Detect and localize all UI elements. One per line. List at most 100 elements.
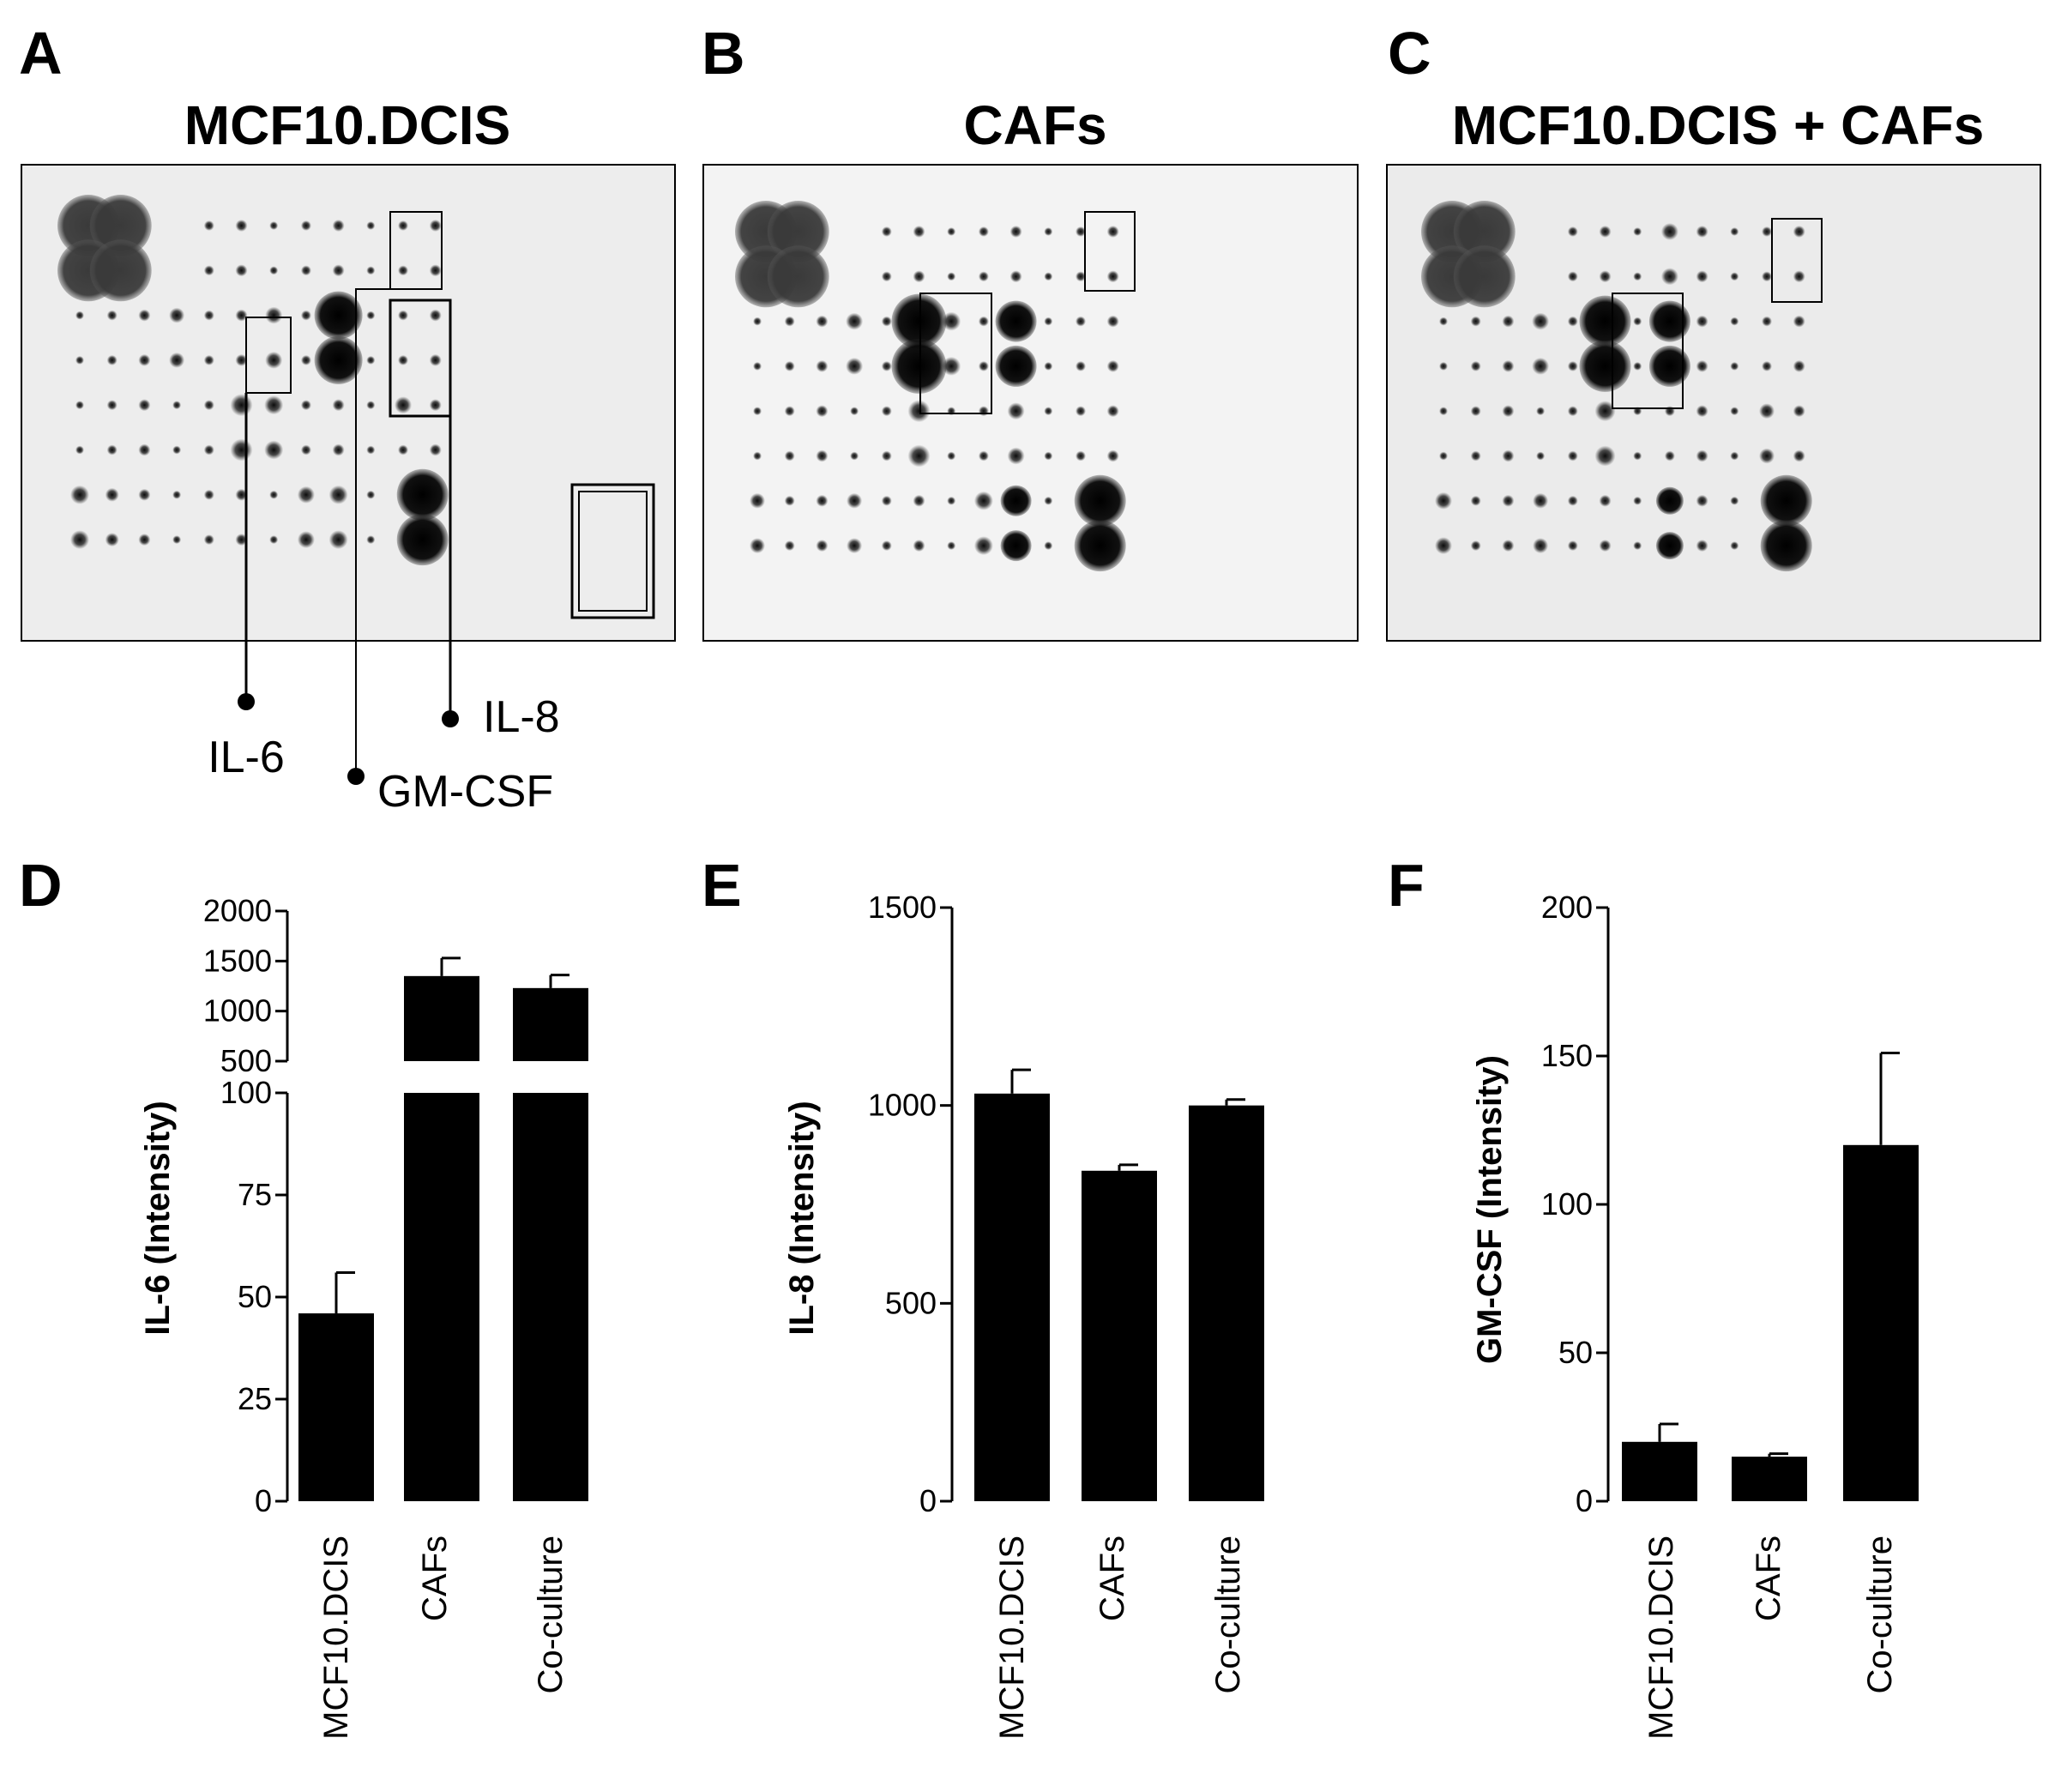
- chart-d-tick-upper-3-label: 2000: [203, 893, 272, 928]
- array-spot: [1533, 538, 1549, 554]
- array-spot: [1044, 227, 1053, 236]
- chart-d-bar-2-upper: [513, 987, 588, 1061]
- array-spot: [1044, 541, 1053, 551]
- array-spot: [784, 450, 795, 462]
- chart-d-tick-lower-0-label: 0: [255, 1483, 272, 1518]
- reference-spot: [767, 245, 829, 308]
- array-spot: [235, 220, 248, 232]
- array-spot: [1567, 540, 1578, 552]
- array-spot: [429, 399, 442, 412]
- array-spot: [978, 406, 989, 417]
- panel-title-a: MCF10.DCIS: [184, 94, 511, 156]
- array-spot: [366, 535, 376, 545]
- chart-d-tick-upper-1-label: 1000: [203, 993, 272, 1029]
- array-spot: [1730, 451, 1739, 461]
- array-spot: [269, 535, 279, 545]
- array-spot: [1567, 495, 1578, 506]
- chart-f-category-2: Co-culture: [1861, 1536, 1899, 1694]
- panel-title-b: CAFs: [963, 94, 1106, 156]
- array-spot: [398, 354, 408, 365]
- intense-spot: [1648, 300, 1690, 342]
- array-spot: [816, 359, 829, 372]
- panel-letter-c: C: [1388, 20, 1431, 87]
- array-spot: [1633, 541, 1642, 551]
- array-spot: [1470, 495, 1481, 506]
- chart-f-tick-4-label: 200: [1541, 890, 1593, 925]
- panel-letter-d: D: [19, 852, 63, 919]
- array-spot: [1696, 270, 1708, 283]
- array-spot: [366, 355, 376, 365]
- array-spot: [881, 450, 892, 462]
- chart-f: 0 50 100 150 200 MCF10.DCIS CAFs Co-culture: [1541, 890, 1919, 1740]
- chart-f-ylabel: GM-CSF (Intensity): [1471, 1055, 1509, 1364]
- array-spot: [70, 485, 89, 504]
- array-spot: [1594, 401, 1616, 422]
- array-spot: [947, 496, 956, 505]
- array-spot: [1660, 268, 1678, 286]
- array-spot: [203, 444, 214, 456]
- array-spot: [750, 538, 765, 554]
- array-spot: [1730, 272, 1739, 281]
- array-spot: [1536, 407, 1546, 416]
- array-spot: [264, 395, 284, 415]
- array-spot: [230, 438, 253, 462]
- chart-f-bars: [1622, 1052, 1919, 1501]
- array-spot: [1793, 405, 1805, 418]
- chart-d-bar-1-lower: [404, 1093, 479, 1501]
- array-spot: [1536, 451, 1546, 461]
- array-spot: [913, 494, 925, 507]
- array-spot: [1696, 405, 1708, 418]
- reference-spot: [1453, 245, 1516, 308]
- chart-e-tick-2-label: 1000: [868, 1088, 937, 1123]
- chart-e-bar-0: [974, 1093, 1050, 1501]
- positive-control-box-outer: [570, 483, 655, 619]
- array-spot: [429, 220, 442, 232]
- blot-spots-a: [57, 195, 449, 566]
- array-spot: [978, 271, 989, 282]
- positive-control-spot: [1074, 520, 1126, 572]
- array-spot: [1730, 496, 1739, 505]
- chart-d-tick-upper-2-label: 1500: [203, 943, 272, 978]
- array-spot: [297, 486, 315, 504]
- array-spot: [881, 226, 892, 237]
- array-spot: [784, 540, 795, 552]
- array-spot: [366, 490, 376, 499]
- chart-d-tick-lower-4-label: 100: [220, 1075, 272, 1110]
- array-spot: [300, 400, 311, 411]
- reference-spot: [89, 239, 152, 302]
- chart-d-bars: [298, 956, 588, 1501]
- intense-spot: [1000, 485, 1032, 516]
- intense-spot: [1648, 345, 1690, 387]
- chart-f-category-1: CAFs: [1750, 1536, 1787, 1621]
- chart-e-category-0: MCF10.DCIS: [993, 1536, 1031, 1740]
- intense-spot: [314, 335, 363, 384]
- array-spot: [947, 541, 956, 551]
- array-spot: [1567, 406, 1578, 417]
- array-spot: [1435, 537, 1452, 555]
- chart-f-tick-3-label: 150: [1541, 1038, 1593, 1073]
- array-spot: [753, 407, 762, 416]
- array-spot: [1009, 270, 1022, 283]
- gmcsf-highlight-box-c: [1771, 218, 1823, 303]
- array-spot: [1567, 271, 1578, 282]
- chart-d-tick-lower-3-label: 75: [238, 1177, 272, 1212]
- array-spot: [332, 264, 345, 277]
- array-spot: [1009, 226, 1022, 238]
- array-spot: [1762, 316, 1772, 327]
- array-spot: [978, 226, 989, 237]
- array-spot: [846, 312, 864, 330]
- array-spot: [784, 316, 795, 327]
- array-spot: [1664, 450, 1675, 462]
- array-spot: [366, 445, 376, 455]
- array-spot: [328, 485, 348, 504]
- array-spot: [332, 399, 345, 412]
- array-spot: [816, 540, 829, 552]
- intense-spot: [891, 338, 947, 394]
- array-spot: [395, 396, 412, 414]
- array-spot: [105, 533, 119, 547]
- array-spot: [138, 353, 151, 366]
- panel-a: A MCF10.DCIS IL-6 GM-CSF IL-8: [19, 20, 676, 817]
- array-spot: [850, 407, 859, 416]
- array-spot: [328, 530, 348, 550]
- array-spot: [1696, 450, 1708, 462]
